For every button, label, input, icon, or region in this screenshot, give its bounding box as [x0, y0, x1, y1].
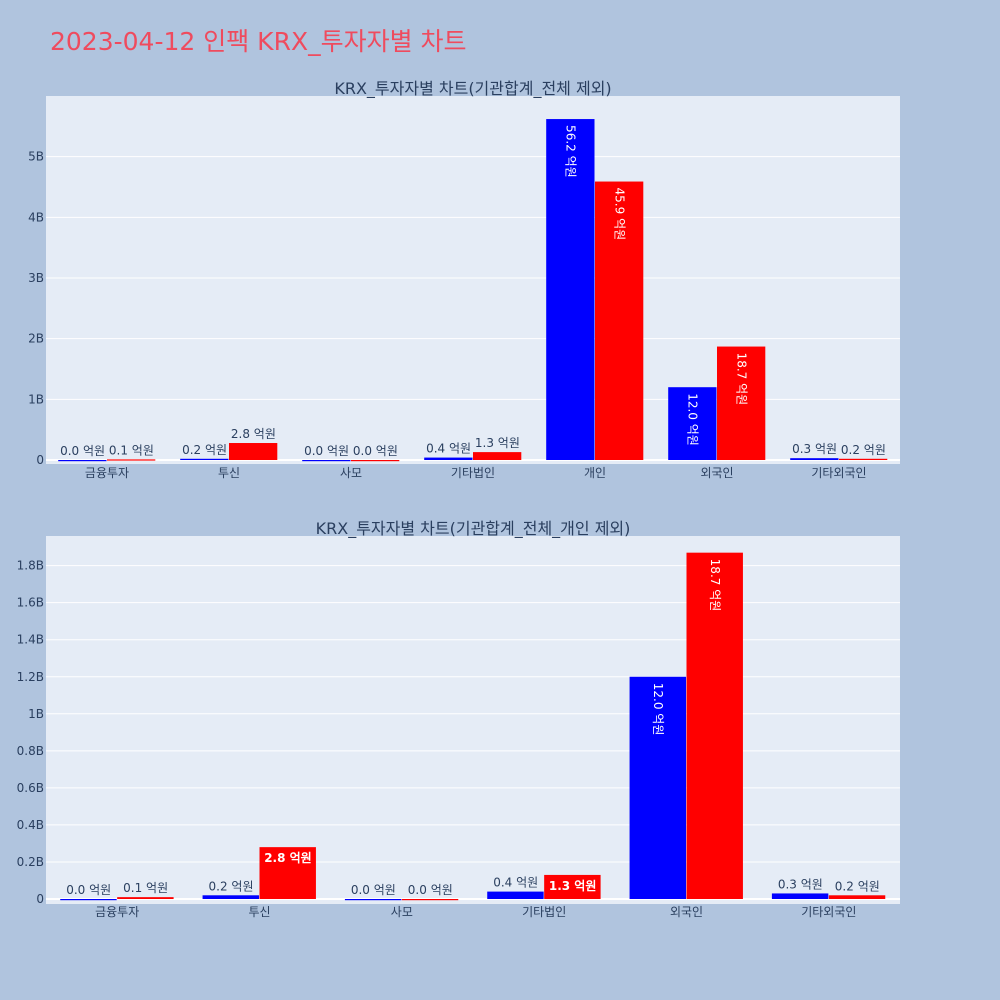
y-tick-label: 0: [36, 453, 44, 467]
y-tick-label: 0: [36, 892, 44, 906]
y-tick-label: 0.8B: [17, 744, 44, 758]
bar-label: 12.0 억원: [686, 393, 700, 446]
bar: [344, 899, 402, 901]
chart-title: KRX_투자자별 차트(기관합계_전체 제외): [334, 79, 611, 99]
page-title: 2023-04-12 인팩 KRX_투자자별 차트: [50, 27, 467, 56]
y-tick-label: 3B: [28, 271, 44, 285]
bar: [107, 459, 156, 461]
bar-label: 0.3 억원: [792, 442, 837, 456]
bar-label: 0.0 억원: [408, 883, 453, 897]
bar-label: 1.3 억원: [549, 879, 597, 893]
bar-label: 0.2 억원: [182, 443, 227, 457]
bar-label: 0.2 억원: [835, 879, 880, 893]
bar: [58, 460, 107, 462]
bar: [487, 891, 544, 899]
bar: [473, 452, 522, 460]
bar-label: 0.2 억원: [841, 443, 886, 457]
bar: [668, 387, 717, 460]
bar-label: 0.0 억원: [60, 444, 105, 458]
bar-label: 0.0 억원: [351, 883, 396, 897]
bar: [229, 443, 278, 460]
y-tick-label: 1.8B: [17, 559, 44, 573]
bar-label: 0.1 억원: [109, 443, 154, 457]
bar-label: 0.0 억원: [353, 444, 398, 458]
bar-label: 45.9 억원: [612, 188, 626, 241]
x-tick-label: 사모: [340, 466, 362, 480]
bar-label: 18.7 억원: [708, 559, 722, 612]
y-tick-label: 0.4B: [17, 818, 44, 832]
y-tick-label: 0.6B: [17, 781, 44, 795]
y-tick-label: 1B: [28, 392, 44, 406]
bar: [424, 457, 473, 460]
plot-area: [46, 96, 900, 464]
y-tick-label: 0.2B: [17, 855, 44, 869]
bar: [790, 458, 839, 460]
y-tick-label: 5B: [28, 150, 44, 164]
bar-label: 2.8 억원: [264, 851, 312, 865]
bar: [302, 460, 351, 462]
chart-panel-2: 0 0.2B 0.4B 0.6B 0.8B 1B 1.2B 1.4B 1.6B 1.8B KRX_투…: [17, 519, 900, 919]
x-tick-label: 기타외국인: [801, 905, 856, 919]
bar: [202, 895, 259, 899]
bar-label: 56.2 억원: [564, 125, 578, 178]
x-tick-label: 외국인: [700, 466, 733, 480]
bar: [771, 893, 829, 899]
y-tick-label: 1.6B: [17, 596, 44, 610]
bar: [686, 552, 743, 899]
bar: [629, 676, 686, 899]
bar: [259, 847, 316, 899]
chart-title: KRX_투자자별 차트(기관합계_전체_개인 제외): [316, 519, 631, 539]
bar: [544, 874, 601, 899]
bar-label: 0.3 억원: [778, 877, 823, 891]
bar-label: 0.1 억원: [123, 881, 168, 895]
bar-label: 0.0 억원: [66, 883, 111, 897]
x-tick-label: 금융투자: [85, 466, 129, 480]
x-tick-label: 금융투자: [95, 905, 139, 919]
bar: [60, 899, 117, 901]
x-tick-label: 개인: [584, 466, 606, 480]
bar-label: 0.2 억원: [209, 879, 254, 893]
x-tick-label: 투신: [218, 466, 240, 480]
x-tick-label: 기타법인: [522, 905, 566, 919]
bar-label: 18.7 억원: [734, 353, 748, 406]
chart-panel-1: 0 1B 2B 3B 4B 5B KRX_투자자별 차트(기관합계_전체 제외) 금융투자 0.…: [28, 79, 900, 480]
bar: [546, 119, 595, 460]
x-tick-label: 투신: [248, 905, 270, 919]
x-tick-label: 사모: [391, 905, 413, 919]
x-tick-label: 외국인: [670, 905, 703, 919]
bar: [717, 346, 766, 460]
bar-label: 1.3 억원: [475, 436, 520, 450]
x-tick-label: 기타외국인: [811, 466, 866, 480]
bar-label: 0.4 억원: [426, 442, 471, 456]
bar-label: 12.0 억원: [651, 683, 665, 736]
y-tick-label: 1.4B: [17, 633, 44, 647]
bar: [180, 458, 229, 460]
bar: [117, 897, 174, 899]
y-tick-label: 2B: [28, 332, 44, 346]
plot-area: [46, 536, 900, 904]
bar: [401, 899, 459, 901]
bar-label: 0.0 억원: [304, 444, 349, 458]
bar: [595, 181, 644, 461]
y-tick-label: 4B: [28, 210, 44, 224]
y-tick-label: 1B: [28, 707, 44, 721]
bar-label: 0.4 억원: [493, 876, 538, 890]
y-tick-label: 1.2B: [17, 670, 44, 684]
bar: [828, 895, 886, 899]
x-tick-label: 기타법인: [451, 466, 495, 480]
bar-label: 2.8 억원: [231, 427, 276, 441]
bar: [351, 460, 400, 462]
bar: [839, 458, 888, 460]
